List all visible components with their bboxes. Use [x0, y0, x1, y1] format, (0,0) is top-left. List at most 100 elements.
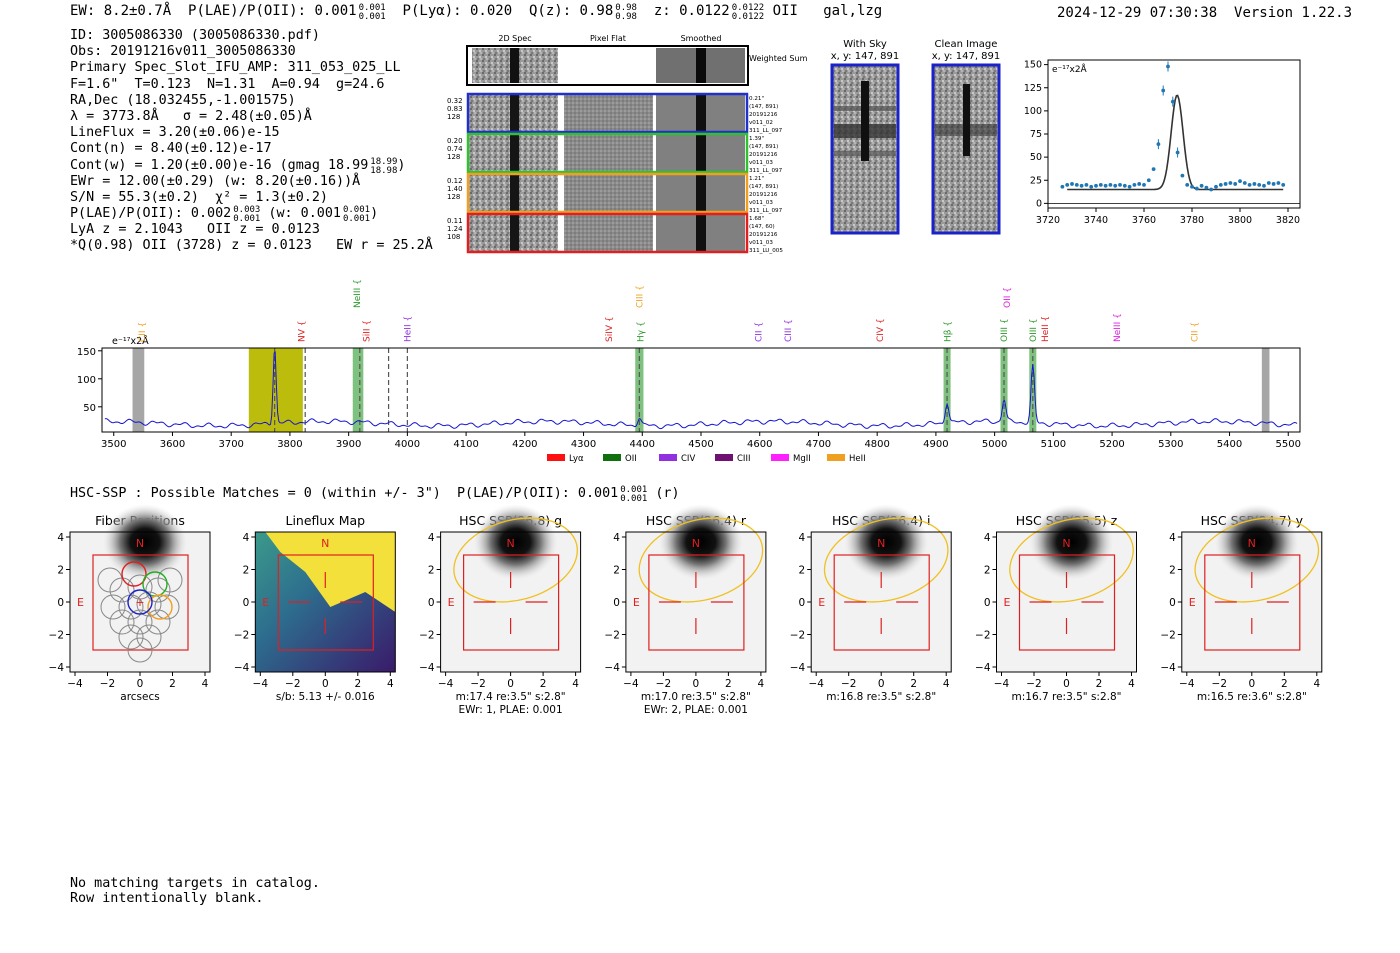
- zoom-data-point: [1262, 183, 1266, 188]
- info-radec: RA,Dec (18.032455,-1.001575): [70, 92, 296, 108]
- zoom-xtick-label: 3800: [1228, 215, 1252, 226]
- zoom-data-point: [1247, 182, 1252, 187]
- panel-ytick-label: 2: [243, 565, 250, 577]
- cutout-right-label: (147, 891): [749, 144, 778, 150]
- panel-xtick-label: 4: [202, 678, 209, 690]
- panel-xtick-label: 2: [354, 678, 361, 690]
- panel-xtick-label: 0: [878, 678, 885, 690]
- cutout-2dspec-line: [510, 175, 519, 211]
- panel-caption: m:16.8 re:3.5" s:2.8": [826, 691, 936, 703]
- spectrum-line-label: HeII {: [1041, 316, 1051, 342]
- panel-xtick-label: 4: [387, 678, 394, 690]
- panel-xtick-label: −2: [100, 678, 115, 690]
- cutout-left-label: 0.12: [447, 177, 463, 185]
- panel-xtick-label: 4: [1128, 678, 1135, 690]
- zoom-data-point: [1060, 184, 1065, 189]
- cutout-right-label: 20191216: [749, 232, 778, 238]
- info-best: *Q(0.98) OII (3728) z = 0.0123 EW r = 25…: [70, 238, 433, 254]
- zoom-ytick-label: 25: [1030, 175, 1042, 186]
- fiber-cutouts: 2D Spec Pixel Flat Smoothed Weighted Sum…: [447, 34, 808, 254]
- full-spectrum-chart: 3500 3600 3700 3800 3900 4000 4100 4200 4300 4400…: [77, 279, 1301, 464]
- zoom-data-point: [1214, 184, 1218, 189]
- selection-box: [277, 554, 374, 651]
- spectrum-line-label: CIV {: [876, 318, 886, 342]
- cutout-left-label: 108: [447, 233, 460, 241]
- datetime: 2024-12-29 07:30:38: [1057, 5, 1218, 21]
- north-label: N: [1248, 537, 1256, 550]
- spectrum-xtick-label: 3600: [160, 439, 185, 450]
- cutout-right-label: 311_LU_005: [749, 248, 783, 254]
- cutout-right-label: 1.39": [749, 136, 764, 142]
- panel-caption: m:16.5 re:3.6" s:2.8": [1197, 691, 1307, 703]
- panel-ytick-label: −4: [49, 662, 65, 674]
- clean-image-coords: x, y: 147, 891: [932, 51, 1001, 62]
- panel-xtick-label: 0: [693, 678, 700, 690]
- zoom-data-point: [1074, 182, 1079, 187]
- zoom-data-point: [1137, 182, 1142, 186]
- info-primary: Primary Spec_Slot_IFU_AMP: 311_053_025_L…: [70, 60, 401, 76]
- panel-ytick-label: −2: [975, 630, 990, 642]
- spectrum-xtick-label: 5400: [1217, 439, 1242, 450]
- zoom-data-point: [1108, 182, 1113, 187]
- panel-xtick-label: 0: [137, 678, 144, 690]
- detection-info: ID: 3005086330 (3005086330.pdf) Obs: 201…: [70, 28, 433, 255]
- spectrum-legend-label: Lyα: [569, 454, 584, 464]
- fiber-circle-highlight: [127, 589, 153, 615]
- spectrum-xtick-label: 4500: [688, 439, 713, 450]
- panel-caption-2: EWr: 2, PLAE: 0.001: [644, 704, 748, 716]
- cutout-right-label: v011_03: [749, 200, 773, 206]
- cutout-right-label: 0.21": [749, 96, 764, 102]
- cutout-right-label: 20191216: [749, 192, 778, 198]
- panel-xtick-label: −4: [1179, 678, 1195, 690]
- zoom-data-point: [1151, 167, 1156, 172]
- spectrum-ylabel: e⁻¹⁷x2Å: [112, 335, 149, 347]
- zoom-ytick-label: 0: [1036, 198, 1042, 209]
- with-sky-panel: With Sky x, y: 147, 891: [830, 39, 900, 235]
- panel-ytick-label: −4: [790, 662, 806, 674]
- spectrum-legend-label: OII: [625, 454, 637, 464]
- panel-ytick-label: −4: [234, 662, 250, 674]
- spectrum-xtick-label: 3800: [277, 439, 302, 450]
- spectrum-line-label: NeIII {: [353, 279, 363, 308]
- fiber-circle: [118, 624, 144, 650]
- spectrum-xtick-label: 4400: [630, 439, 655, 450]
- cutout-right-label: 311_LL_097: [749, 168, 783, 174]
- panel-ytick-label: 2: [613, 565, 620, 577]
- z-range: 0.0122 0.0122: [731, 3, 765, 22]
- cutout-right-label: 20191216: [749, 112, 778, 118]
- cutout-smoothed-line: [696, 215, 706, 251]
- zoom-data-point: [1098, 182, 1103, 187]
- spectrum-line-label: NV {: [298, 321, 308, 342]
- spectrum-line-label: OII {: [1003, 287, 1013, 308]
- col-header-pixelflat: Pixel Flat: [590, 34, 626, 43]
- spectrum-line-label: HeII {: [403, 316, 413, 342]
- spectrum-xtick-label: 4900: [923, 439, 948, 450]
- spectrum-legend-swatch: [827, 454, 845, 461]
- cutout-right-label: 311_LL_097: [749, 208, 783, 214]
- zoom-data-point: [1079, 183, 1084, 188]
- info-cont-w: Cont(w) = 1.20(±0.00)e-16 (gmag 18.99 18.…: [70, 156, 406, 176]
- plae-value: P(LAE)/P(OII): 0.001: [188, 3, 357, 19]
- cutout-left-label: 128: [447, 153, 460, 161]
- hsc-aperture-ellipse: [823, 517, 949, 603]
- line-fit-chart: 3720 3740 3760 3780 3800 3820 0 25 50 75 100 125 150…: [1024, 59, 1301, 226]
- panel-ytick-label: 0: [613, 597, 620, 609]
- panel-ytick-label: −2: [604, 630, 619, 642]
- info-obs: Obs: 20191216v011_3005086330: [70, 44, 296, 60]
- cutout-2dspec-line: [510, 95, 519, 131]
- panel-ytick-label: 0: [428, 597, 435, 609]
- qz-value: Q(z): 0.98: [528, 3, 614, 19]
- cutout-pixelflat: [564, 215, 653, 251]
- panel-xtick-label: 0: [507, 678, 514, 690]
- panel-xtick-label: 4: [572, 678, 579, 690]
- col-header-smoothed: Smoothed: [681, 34, 722, 43]
- panel-ytick-label: 4: [1169, 532, 1176, 544]
- info-ewr: EWr = 12.00(±0.29) (w: 8.20(±0.16))Å: [70, 173, 361, 189]
- zoom-data-point: [1180, 173, 1185, 178]
- fiber-circle: [154, 594, 180, 620]
- zoom-data-point: [1089, 184, 1094, 189]
- zoom-data-point: [1065, 182, 1070, 187]
- east-label: E: [818, 596, 825, 609]
